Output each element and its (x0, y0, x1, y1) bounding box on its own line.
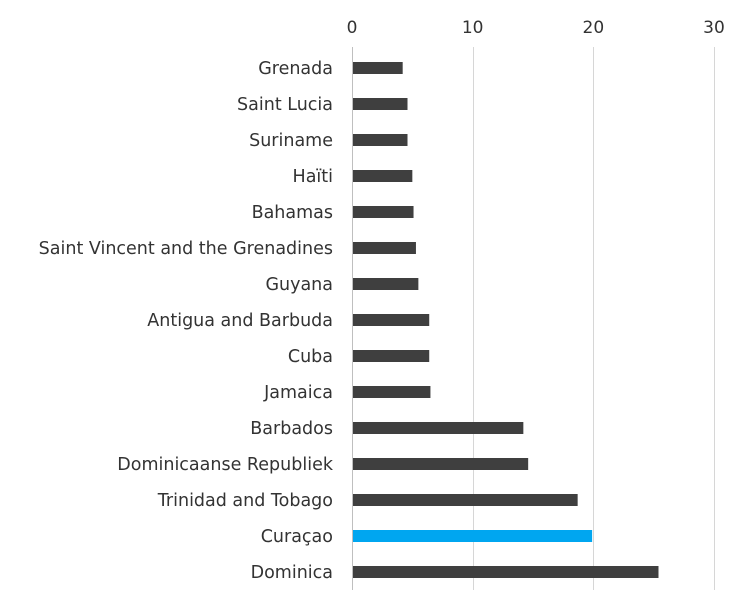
category-label-12: Trinidad and Tobago (157, 491, 333, 511)
category-label-4: Bahamas (252, 203, 333, 223)
category-label-3: Haïti (293, 167, 333, 187)
bar-7 (353, 314, 430, 326)
category-label-6: Guyana (265, 275, 333, 295)
bars (353, 62, 659, 578)
bar-6 (353, 278, 419, 290)
x-tick-label-20: 20 (583, 18, 605, 38)
category-label-7: Antigua and Barbuda (147, 311, 333, 331)
bar-12 (353, 494, 578, 506)
category-label-14: Dominica (251, 563, 333, 583)
x-tick-label-10: 10 (462, 18, 484, 38)
category-label-0: Grenada (258, 59, 333, 79)
bar-0 (353, 62, 403, 74)
category-label-9: Jamaica (263, 383, 333, 403)
category-label-1: Saint Lucia (237, 95, 333, 115)
category-label-5: Saint Vincent and the Grenadines (39, 239, 333, 259)
category-label-2: Suriname (249, 131, 333, 151)
category-label-13: Curaçao (261, 527, 333, 547)
bar-8 (353, 350, 430, 362)
bar-2 (353, 134, 408, 146)
category-label-11: Dominicaanse Republiek (117, 455, 334, 475)
x-axis-ticks: 0 10 20 30 (347, 18, 725, 38)
bar-9 (353, 386, 431, 398)
bar-14 (353, 566, 659, 578)
bar-13 (353, 530, 593, 542)
bar-10 (353, 422, 524, 434)
bar-1 (353, 98, 408, 110)
category-label-10: Barbados (250, 419, 333, 439)
bar-3 (353, 170, 413, 182)
bar-4 (353, 206, 414, 218)
x-tick-label-0: 0 (347, 18, 358, 38)
bar-5 (353, 242, 416, 254)
bar-11 (353, 458, 529, 470)
category-label-8: Cuba (288, 347, 333, 367)
category-labels: Grenada Saint Lucia Suriname Haïti Bahamas Sa… (39, 59, 334, 583)
x-tick-label-30: 30 (703, 18, 725, 38)
